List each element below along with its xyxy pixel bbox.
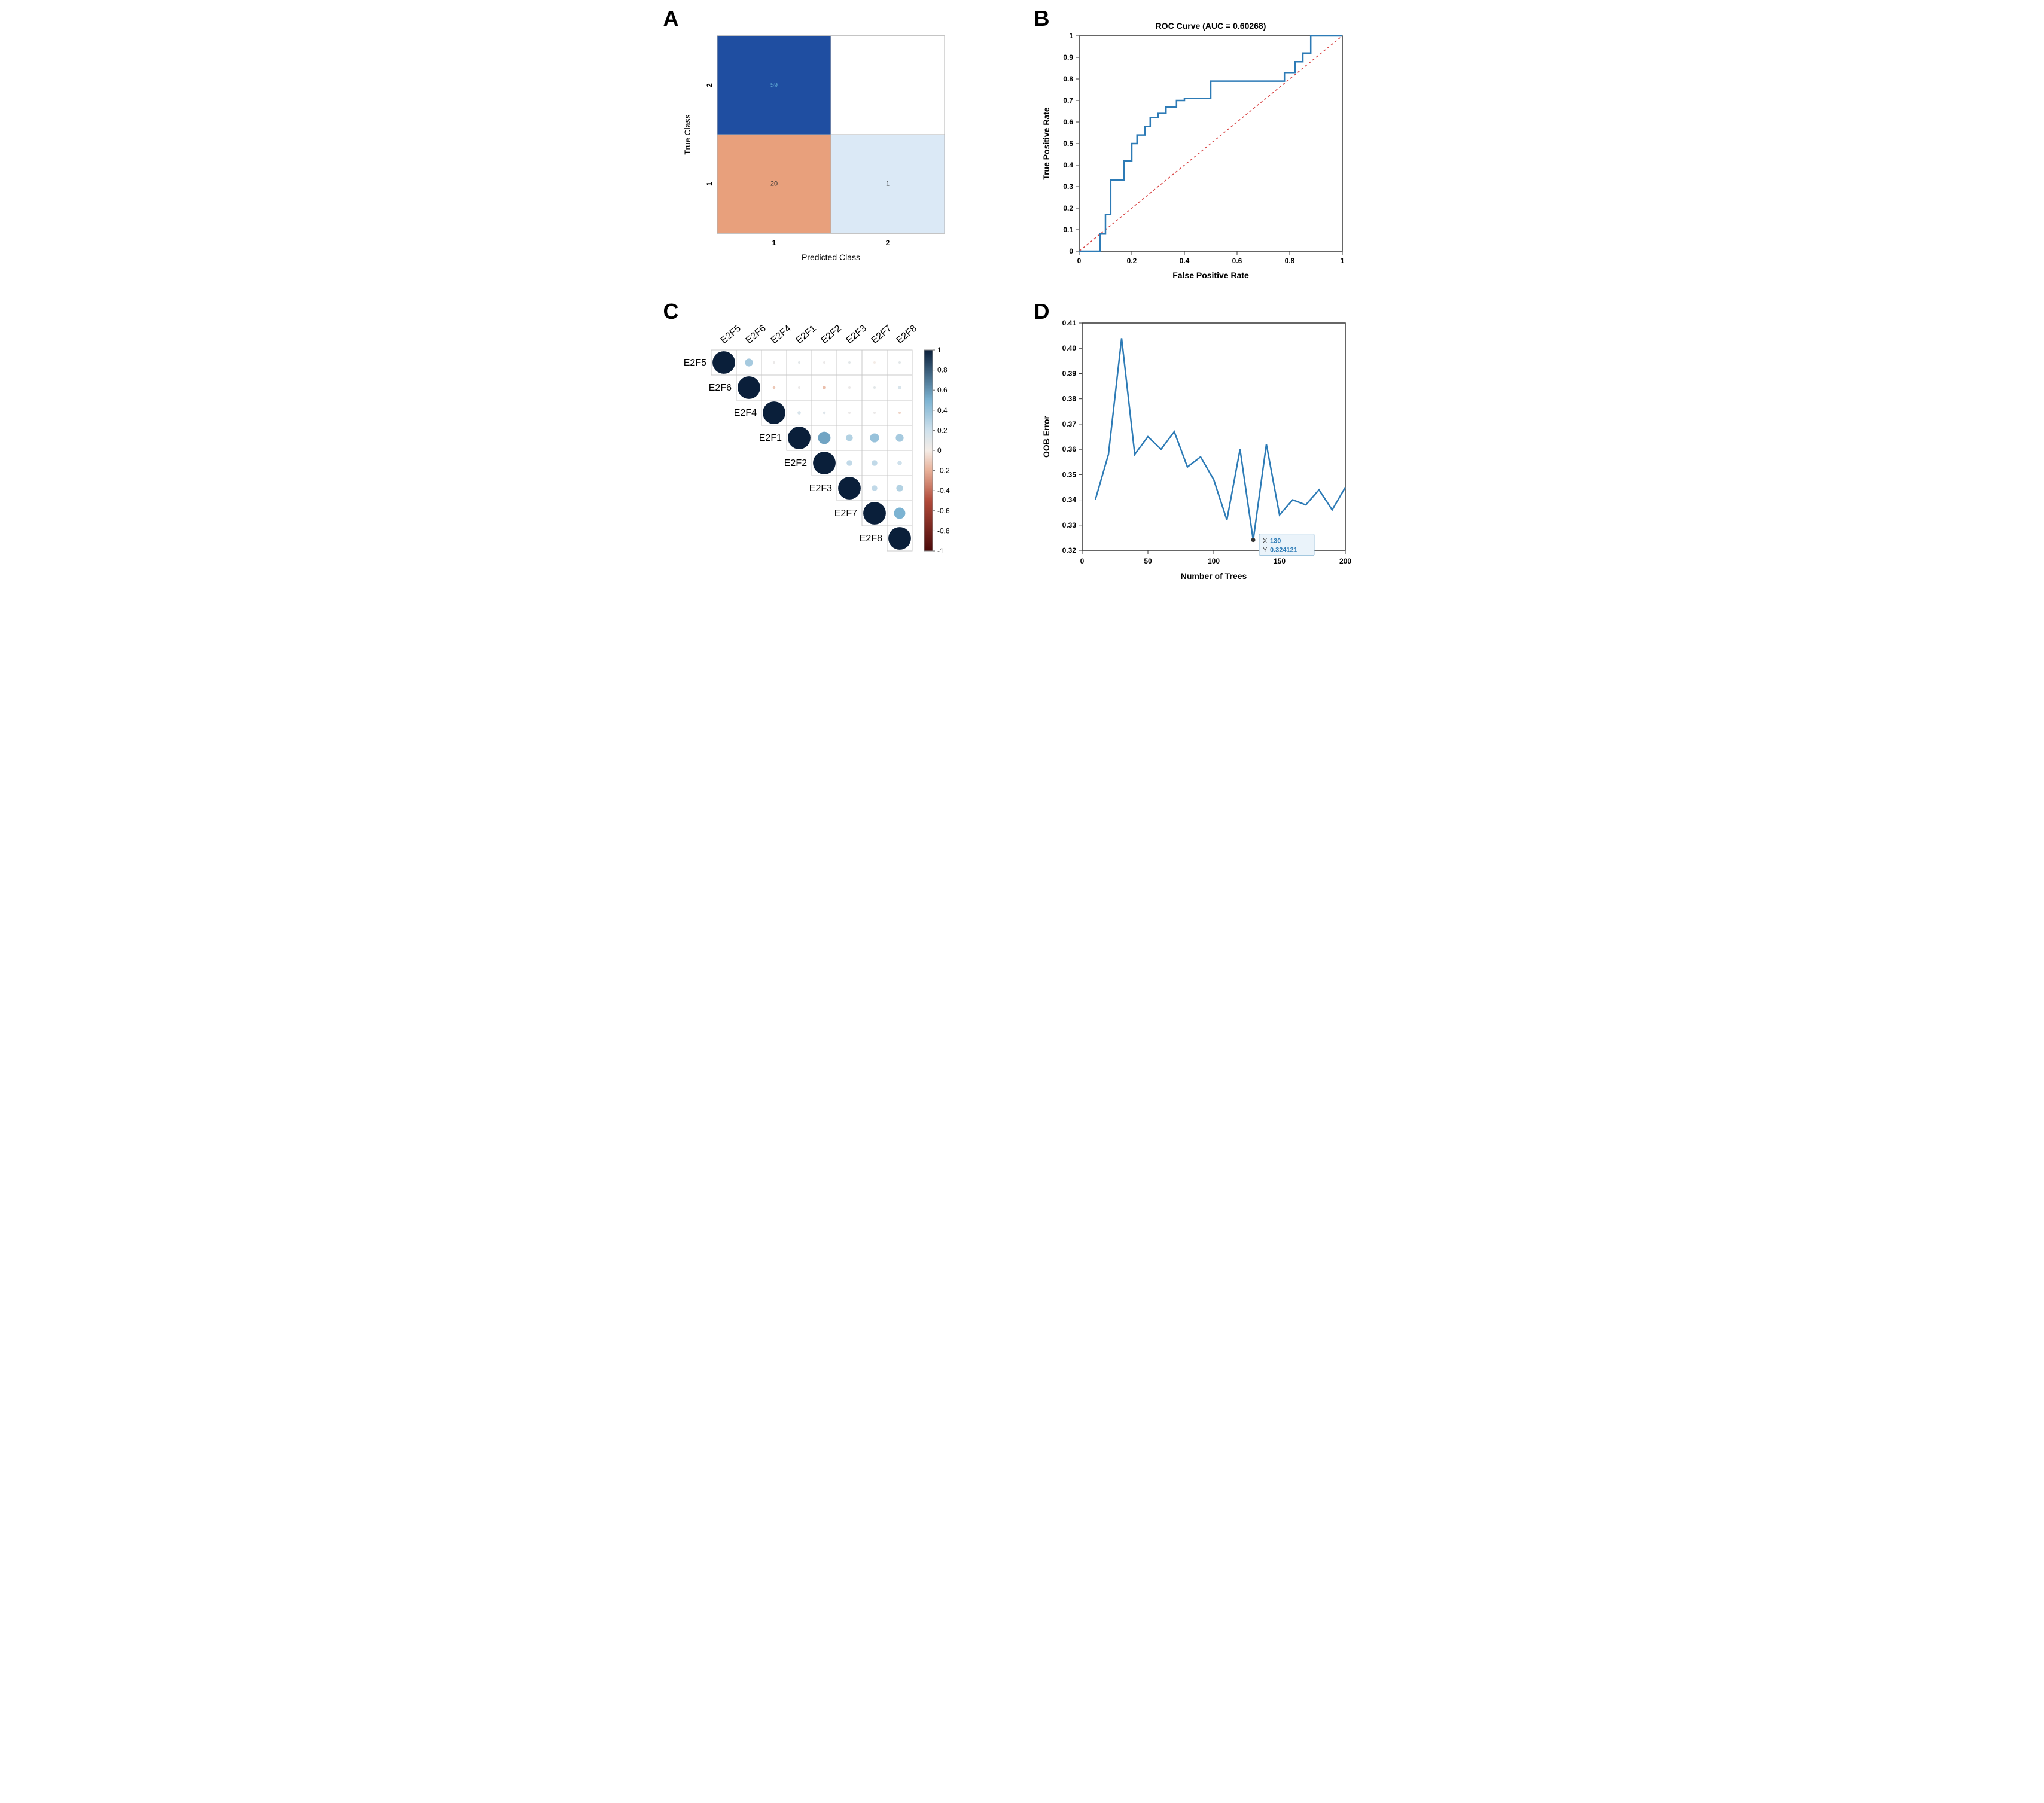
svg-text:E2F4: E2F4 — [769, 323, 793, 346]
svg-text:150: 150 — [1273, 557, 1285, 565]
correlation-matrix-chart: E2F5E2F6E2F4E2F1E2F2E2F3E2F7E2F8E2F5E2F6… — [663, 305, 998, 592]
svg-text:E2F1: E2F1 — [794, 323, 818, 346]
svg-text:0.8: 0.8 — [937, 366, 948, 374]
panel-d-label: D — [1034, 299, 1050, 324]
svg-text:0: 0 — [1080, 557, 1084, 565]
svg-text:1: 1 — [937, 346, 942, 354]
svg-text:0.9: 0.9 — [1063, 53, 1073, 62]
svg-text:0.38: 0.38 — [1062, 395, 1076, 403]
svg-text:0.2: 0.2 — [1063, 204, 1073, 212]
svg-text:Y: Y — [1263, 547, 1268, 554]
svg-text:0.41: 0.41 — [1062, 319, 1076, 327]
svg-text:-1: -1 — [937, 547, 944, 555]
svg-text:0.40: 0.40 — [1062, 344, 1076, 352]
svg-text:E2F7: E2F7 — [834, 508, 857, 519]
svg-text:130: 130 — [1270, 538, 1281, 545]
svg-text:1: 1 — [1340, 257, 1344, 265]
svg-text:E2F7: E2F7 — [869, 323, 893, 346]
svg-text:E2F2: E2F2 — [784, 458, 806, 468]
svg-text:0.4: 0.4 — [937, 406, 948, 415]
oob-error-chart: 0 50 100 150 200 0.32 0.33 0.34 0.35 0.36 0.37 0.38… — [1034, 305, 1369, 592]
svg-text:Predicted Class: Predicted Class — [801, 252, 860, 262]
svg-text:59: 59 — [770, 81, 777, 89]
svg-text:0.32: 0.32 — [1062, 546, 1076, 555]
svg-text:1: 1 — [772, 239, 776, 247]
svg-text:1: 1 — [1069, 32, 1073, 40]
svg-text:0.1: 0.1 — [1063, 226, 1073, 234]
panel-c-label: C — [663, 299, 679, 324]
svg-text:0.6: 0.6 — [1232, 257, 1242, 265]
svg-text:-0.4: -0.4 — [937, 486, 950, 495]
svg-text:True Class: True Class — [683, 114, 692, 154]
svg-text:0.8: 0.8 — [1284, 257, 1294, 265]
svg-text:E2F1: E2F1 — [758, 433, 781, 443]
svg-text:1: 1 — [885, 180, 889, 187]
svg-text:0.324121: 0.324121 — [1270, 547, 1297, 554]
svg-text:0.8: 0.8 — [1063, 75, 1073, 83]
svg-text:E2F3: E2F3 — [844, 323, 868, 346]
svg-text:0.37: 0.37 — [1062, 420, 1076, 428]
svg-text:0.35: 0.35 — [1062, 470, 1076, 479]
confusion-matrix-chart: 592011221Predicted ClassTrue Class — [663, 12, 986, 287]
figure-grid: A 592011221Predicted ClassTrue Class B R… — [663, 12, 1381, 592]
panel-c: C E2F5E2F6E2F4E2F1E2F2E2F3E2F7E2F8E2F5E2… — [663, 305, 1010, 592]
svg-text:E2F4: E2F4 — [733, 408, 756, 418]
panel-b: B ROC Curve (AUC = 0.60268)00.20.40.60.8… — [1034, 12, 1381, 287]
panel-a-label: A — [663, 6, 679, 31]
svg-text:X: X — [1263, 538, 1268, 545]
svg-text:200: 200 — [1339, 557, 1351, 565]
svg-text:2: 2 — [885, 239, 890, 247]
svg-text:E2F8: E2F8 — [859, 534, 882, 544]
svg-text:0.2: 0.2 — [937, 426, 948, 434]
svg-text:0.7: 0.7 — [1063, 96, 1073, 105]
svg-text:Number of Trees: Number of Trees — [1180, 571, 1247, 581]
svg-text:0.2: 0.2 — [1126, 257, 1137, 265]
svg-text:50: 50 — [1144, 557, 1152, 565]
svg-text:0.6: 0.6 — [937, 386, 948, 394]
svg-text:True Positive Rate: True Positive Rate — [1041, 107, 1051, 180]
svg-text:E2F8: E2F8 — [894, 323, 918, 346]
svg-text:OOB Error: OOB Error — [1041, 415, 1051, 458]
svg-text:20: 20 — [770, 180, 777, 187]
svg-text:0.36: 0.36 — [1062, 445, 1076, 453]
roc-chart: ROC Curve (AUC = 0.60268) 0 0.2 0.4 0.6 0.8 1 0… — [1034, 12, 1369, 287]
svg-text:2: 2 — [705, 83, 714, 87]
svg-text:1: 1 — [705, 182, 714, 186]
svg-text:0.3: 0.3 — [1063, 182, 1073, 191]
svg-text:0.4: 0.4 — [1063, 161, 1073, 169]
panel-b-label: B — [1034, 6, 1050, 31]
svg-text:0.4: 0.4 — [1179, 257, 1189, 265]
svg-text:0.6: 0.6 — [1063, 118, 1073, 126]
svg-text:E2F3: E2F3 — [809, 483, 831, 494]
svg-text:0.39: 0.39 — [1062, 369, 1076, 377]
svg-text:E2F5: E2F5 — [683, 358, 706, 368]
svg-text:False Positive Rate: False Positive Rate — [1172, 270, 1249, 280]
svg-text:E2F6: E2F6 — [708, 383, 731, 393]
svg-text:0: 0 — [937, 446, 942, 455]
panel-d: D 0501001502000.320.330.340.350.360.370.… — [1034, 305, 1381, 592]
svg-text:0.34: 0.34 — [1062, 496, 1076, 504]
svg-text:-0.8: -0.8 — [937, 526, 950, 535]
svg-text:E2F6: E2F6 — [744, 323, 767, 346]
svg-text:0: 0 — [1069, 247, 1073, 255]
svg-text:E2F2: E2F2 — [819, 323, 843, 346]
svg-text:100: 100 — [1207, 557, 1219, 565]
svg-text:-0.2: -0.2 — [937, 467, 950, 475]
svg-text:0.5: 0.5 — [1063, 139, 1073, 148]
svg-text:0: 0 — [1077, 257, 1081, 265]
panel-a: A 592011221Predicted ClassTrue Class — [663, 12, 1010, 287]
svg-text:ROC Curve (AUC = 0.60268): ROC Curve (AUC = 0.60268) — [1155, 21, 1266, 31]
svg-text:0.33: 0.33 — [1062, 521, 1076, 529]
svg-text:-0.6: -0.6 — [937, 507, 950, 515]
svg-text:E2F5: E2F5 — [718, 323, 742, 346]
